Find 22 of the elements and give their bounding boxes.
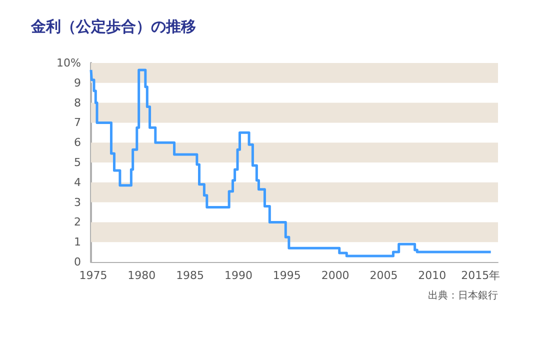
y-tick-label: 10% (56, 56, 81, 70)
y-tick-label: 5 (74, 156, 81, 169)
y-tick-label: 0 (74, 256, 81, 268)
y-tick-label: 2 (74, 216, 81, 229)
y-tick-label: 4 (74, 176, 81, 189)
x-tick-label: 1990 (224, 269, 252, 282)
x-tick-label: 1975 (79, 269, 108, 282)
x-tick-label: 2010 (418, 269, 446, 282)
y-tick-label: 1 (74, 236, 81, 249)
x-tick-label: 2000 (321, 269, 350, 282)
x-tick-label: 1995 (272, 269, 301, 282)
y-tick-label: 7 (74, 116, 81, 130)
source-note: 出典：日本銀行 (428, 290, 498, 302)
y-tick-label: 9 (74, 76, 81, 90)
x-tick-label: 1980 (128, 269, 156, 282)
y-tick-label: 3 (74, 196, 81, 209)
x-tick-label: 2005 (370, 269, 398, 282)
y-tick-label: 8 (74, 96, 81, 110)
x-tick-label: 2015年 (461, 269, 500, 282)
y-tick-label: 6 (74, 136, 81, 150)
chart-title: 金利（公定歩合）の推移 (30, 18, 196, 36)
x-tick-label: 1985 (176, 269, 204, 282)
